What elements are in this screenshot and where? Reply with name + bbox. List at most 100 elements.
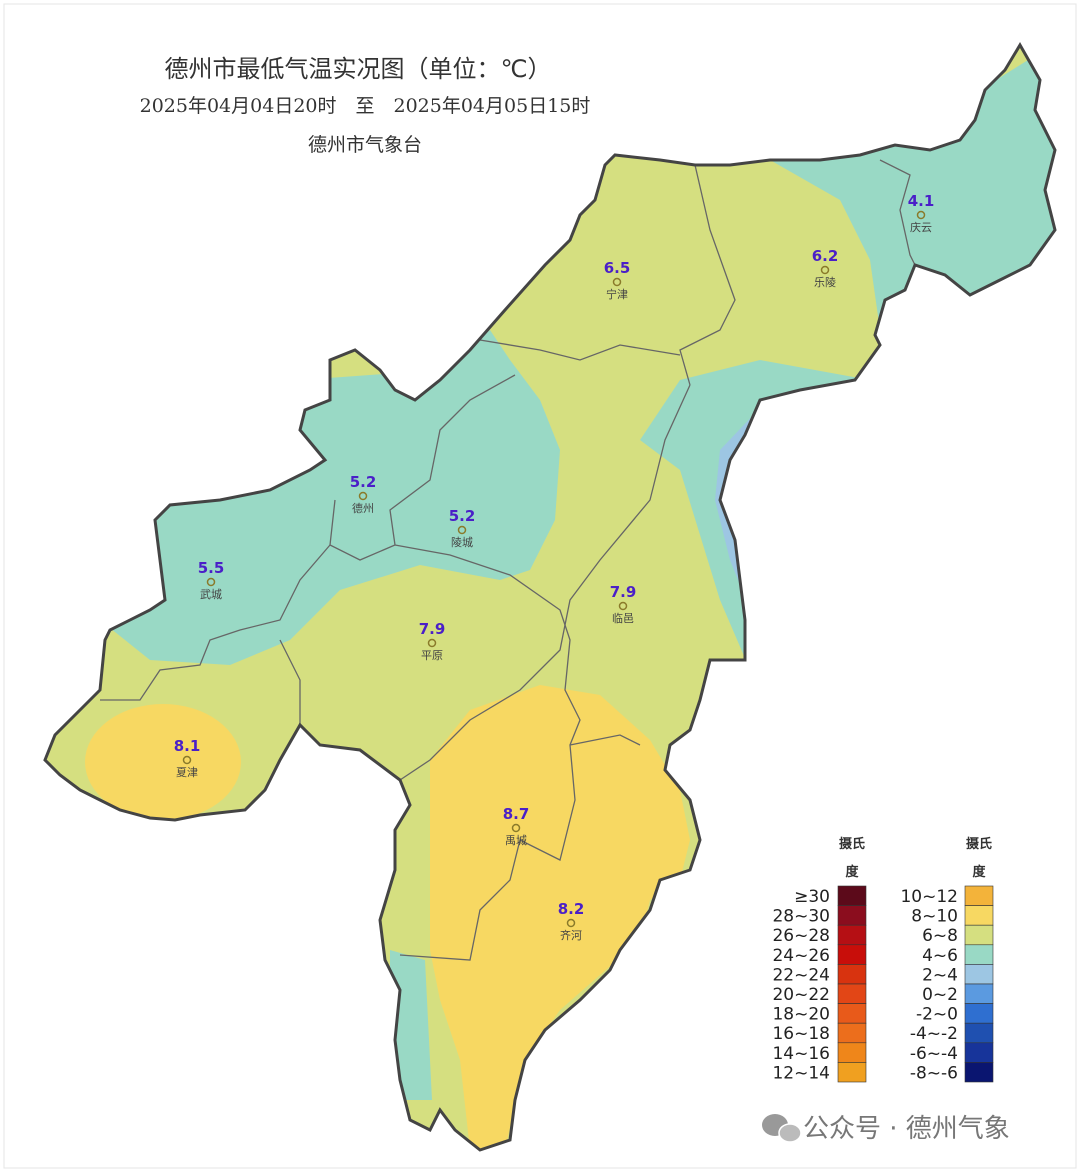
station-name: 乐陵 (814, 276, 836, 289)
legend-title: 度 (972, 864, 986, 880)
station-value: 6.5 (604, 259, 631, 277)
station-name: 庆云 (910, 220, 932, 234)
station-value: 8.1 (174, 737, 201, 755)
border (879, 159, 916, 266)
zone-4-6 (770, 45, 1055, 330)
legend-label: -4~-2 (910, 1024, 958, 1044)
legend-swatch (964, 983, 994, 1004)
map-title: 德州市最低气温实况图（单位：℃） (165, 55, 552, 83)
station-name: 禹城 (505, 834, 527, 847)
station-name: 武城 (200, 588, 222, 601)
stations: 4.1 庆云 6.5 宁津 6.2 乐陵 5.2 德州 5.2 陵城 5.5 武城 7.9 临邑 7.9 平原… (174, 192, 935, 942)
legend-label: 4~6 (922, 946, 958, 966)
legend-label: -2~0 (916, 1005, 958, 1025)
legend-label: 16~18 (772, 1024, 830, 1044)
border (679, 164, 736, 386)
station-dot (566, 918, 576, 928)
legend-swatch (964, 1022, 994, 1044)
legend-swatch (964, 885, 994, 906)
station-dot (427, 638, 437, 648)
station-name: 临邑 (612, 611, 634, 625)
legend-swatch (837, 1022, 867, 1044)
city-outline (43, 42, 1057, 1152)
station-dot (820, 265, 830, 275)
zone-4-6 (390, 950, 432, 1100)
legend-swatch (964, 964, 994, 985)
border (569, 734, 641, 746)
station-value: 7.9 (610, 583, 637, 601)
map-issuer: 德州市气象台 (308, 134, 422, 156)
station-name: 德州 (352, 501, 374, 515)
station-dot (457, 525, 467, 535)
station-name: 宁津 (606, 287, 628, 301)
station-dot (182, 755, 192, 765)
station-value: 6.2 (812, 247, 839, 265)
border (100, 544, 331, 701)
legend-title: 度 (845, 864, 859, 880)
legend-label: 6~8 (922, 926, 958, 946)
legend-swatch (964, 924, 994, 946)
frame (3, 3, 1077, 1169)
legend-label: 0~2 (922, 985, 958, 1005)
station-name: 平原 (421, 649, 443, 662)
border (329, 374, 516, 561)
station-dot (206, 577, 216, 587)
legend-swatch (837, 944, 867, 965)
legend-label: -6~-4 (910, 1044, 958, 1064)
station-value: 4.1 (908, 192, 935, 210)
zone-4-6 (640, 360, 870, 670)
legend-label: 20~22 (772, 985, 830, 1005)
legend-label: 8~10 (911, 907, 958, 927)
station-value: 8.7 (503, 805, 530, 823)
legend-swatch (837, 1062, 867, 1083)
legend-swatch (964, 944, 994, 965)
border (479, 339, 681, 361)
legend-swatch (837, 924, 867, 946)
border (279, 639, 301, 725)
station-dot (358, 491, 368, 501)
legend-label: ≥30 (794, 887, 830, 907)
legend-swatch (964, 1003, 994, 1024)
legend-swatch (837, 964, 867, 985)
zone-8-10 (85, 704, 241, 820)
legend: 摄氏度 ≥3028~3026~2824~2622~2420~2218~2016~1… (772, 836, 994, 1083)
station-name: 齐河 (560, 928, 582, 942)
legend-swatch (964, 905, 994, 926)
map-period: 2025年04月04日20时 至 2025年04月05日15时 (140, 95, 591, 117)
watermark-text: 公众号 · 德州气象 (803, 1114, 1010, 1144)
zone-8-10 (430, 685, 690, 1150)
legend-label: 2~4 (922, 965, 958, 985)
station-value: 5.2 (449, 507, 476, 525)
legend-label: 12~14 (772, 1063, 830, 1083)
legend-swatch (837, 885, 867, 906)
legend-swatch (964, 1042, 994, 1063)
station-value: 5.5 (198, 559, 225, 577)
legend-label: 22~24 (772, 965, 830, 985)
legend-label: 26~28 (772, 926, 830, 946)
county-borders (100, 159, 916, 961)
watermark: 公众号 · 德州气象 (762, 1114, 1010, 1144)
legend-label: 10~12 (900, 887, 958, 907)
legend-swatch (837, 983, 867, 1004)
station-name: 陵城 (451, 536, 473, 549)
legend-label: -8~-6 (910, 1063, 958, 1083)
legend-title: 摄氏 (839, 836, 865, 852)
legend-label: 28~30 (772, 907, 830, 927)
station-dot (511, 823, 521, 833)
station-value: 5.2 (350, 473, 377, 491)
legend-swatch (964, 1062, 994, 1083)
station-value: 7.9 (419, 620, 446, 638)
legend-swatch (837, 905, 867, 926)
legend-label: 24~26 (772, 946, 830, 966)
station-value: 8.2 (558, 900, 585, 918)
legend-title: 摄氏 (966, 836, 992, 852)
station-dot (916, 210, 926, 220)
station-dot (618, 601, 628, 611)
wechat-icon (778, 1123, 802, 1143)
legend-swatch (837, 1003, 867, 1024)
legend-label: 18~20 (772, 1005, 830, 1025)
legend-swatch (837, 1042, 867, 1063)
station-name: 夏津 (176, 766, 198, 779)
station-dot (612, 277, 622, 287)
